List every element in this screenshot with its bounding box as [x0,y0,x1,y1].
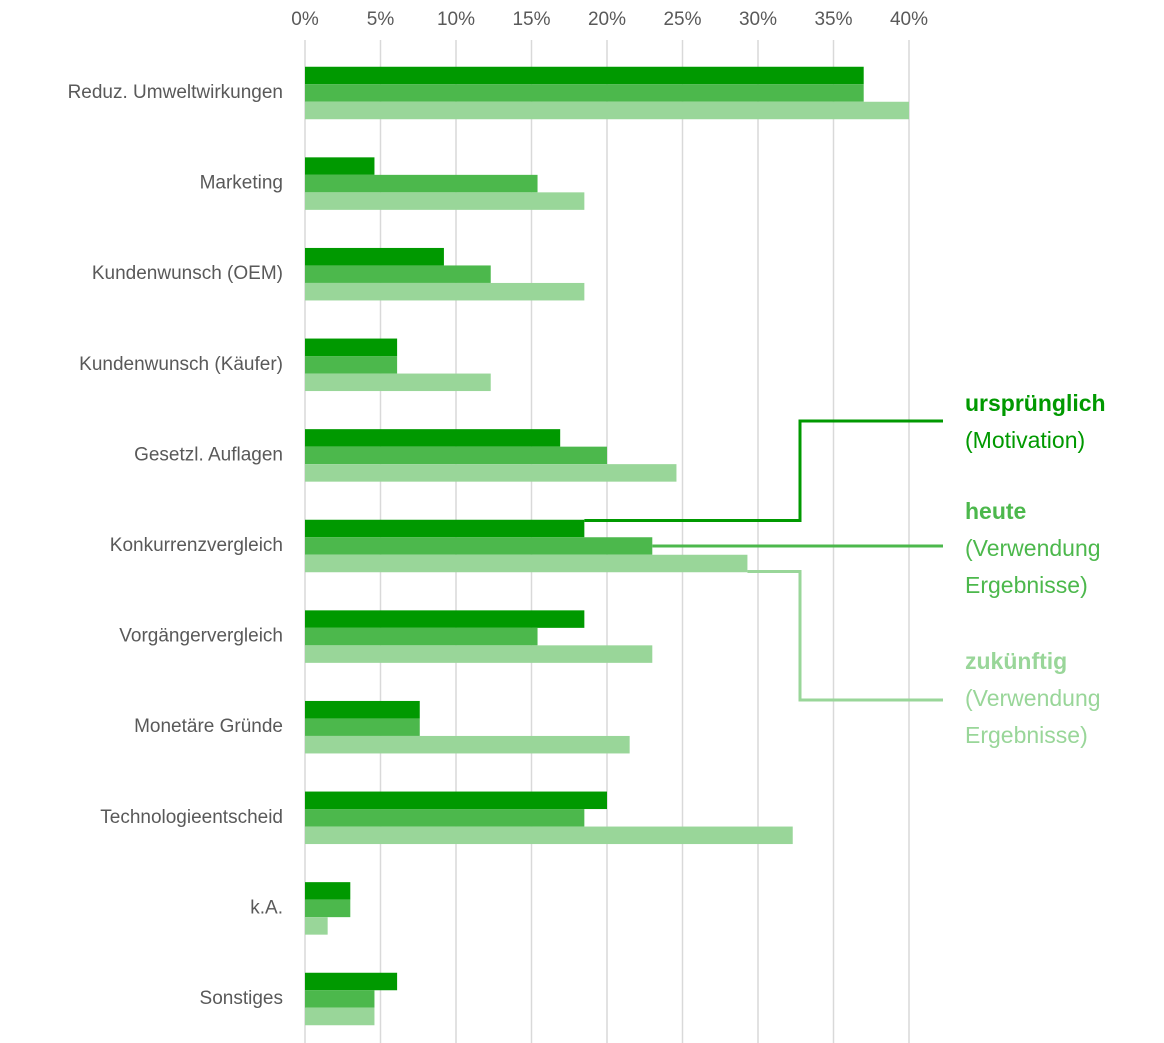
bar [305,84,864,102]
bar [305,429,561,447]
legend-note: (Motivation) [965,427,1085,453]
bar [305,265,491,283]
x-tick-label: 5% [367,9,395,30]
bar [305,66,864,85]
legend-label: ursprünglich [965,390,1106,416]
bar [305,645,653,663]
bar [305,990,375,1008]
y-tick-label: Kundenwunsch (Käufer) [79,354,283,375]
x-tick-label: 0% [291,9,319,30]
y-tick-label: Sonstiges [200,988,283,1009]
bar [305,899,351,918]
legend-note: Ergebnisse) [965,722,1088,748]
bar [305,791,607,810]
bar [305,972,398,991]
bar [305,718,420,736]
y-tick-label: Reduz. Umweltwirkungen [68,82,283,103]
leader-line [747,570,943,702]
x-tick-label: 25% [663,9,701,30]
legend-note: (Verwendung [965,535,1101,561]
bar [305,826,793,845]
bar [305,735,630,754]
bar [305,537,653,555]
bar [305,282,585,301]
bar [305,101,909,120]
bar [305,157,375,175]
bar [305,882,351,900]
legend-label: heute [965,498,1026,524]
legend-note: (Verwendung [965,685,1101,711]
x-tick-label: 35% [814,9,852,30]
y-tick-label: Vorgängervergleich [119,626,283,647]
y-tick-label: k.A. [250,897,283,918]
bar [305,373,491,392]
y-tick-label: Marketing [200,173,283,194]
bar [305,519,585,538]
bar [305,610,585,628]
y-tick-label: Gesetzl. Auflagen [134,444,283,465]
bar [305,192,585,210]
x-tick-label: 40% [890,9,928,30]
bar [305,338,398,357]
bar [305,356,398,374]
y-tick-label: Konkurrenzvergleich [110,535,283,556]
bar [305,627,538,646]
bar [305,700,420,719]
x-tick-label: 30% [739,9,777,30]
x-tick-label: 10% [437,9,475,30]
bar [305,809,585,827]
legend-label: zukünftig [965,648,1067,674]
y-tick-label: Technologieentscheid [100,807,283,828]
legend-note: Ergebnisse) [965,572,1088,598]
leader-line [584,419,943,522]
x-tick-label: 15% [512,9,550,30]
x-tick-label: 20% [588,9,626,30]
bar [305,917,328,935]
bar [305,1007,375,1026]
bar [305,174,538,193]
bar [305,446,607,465]
bar [305,247,444,266]
y-tick-label: Kundenwunsch (OEM) [92,263,283,284]
bar [305,554,748,573]
y-tick-label: Monetäre Gründe [134,716,283,737]
bar [305,464,677,482]
